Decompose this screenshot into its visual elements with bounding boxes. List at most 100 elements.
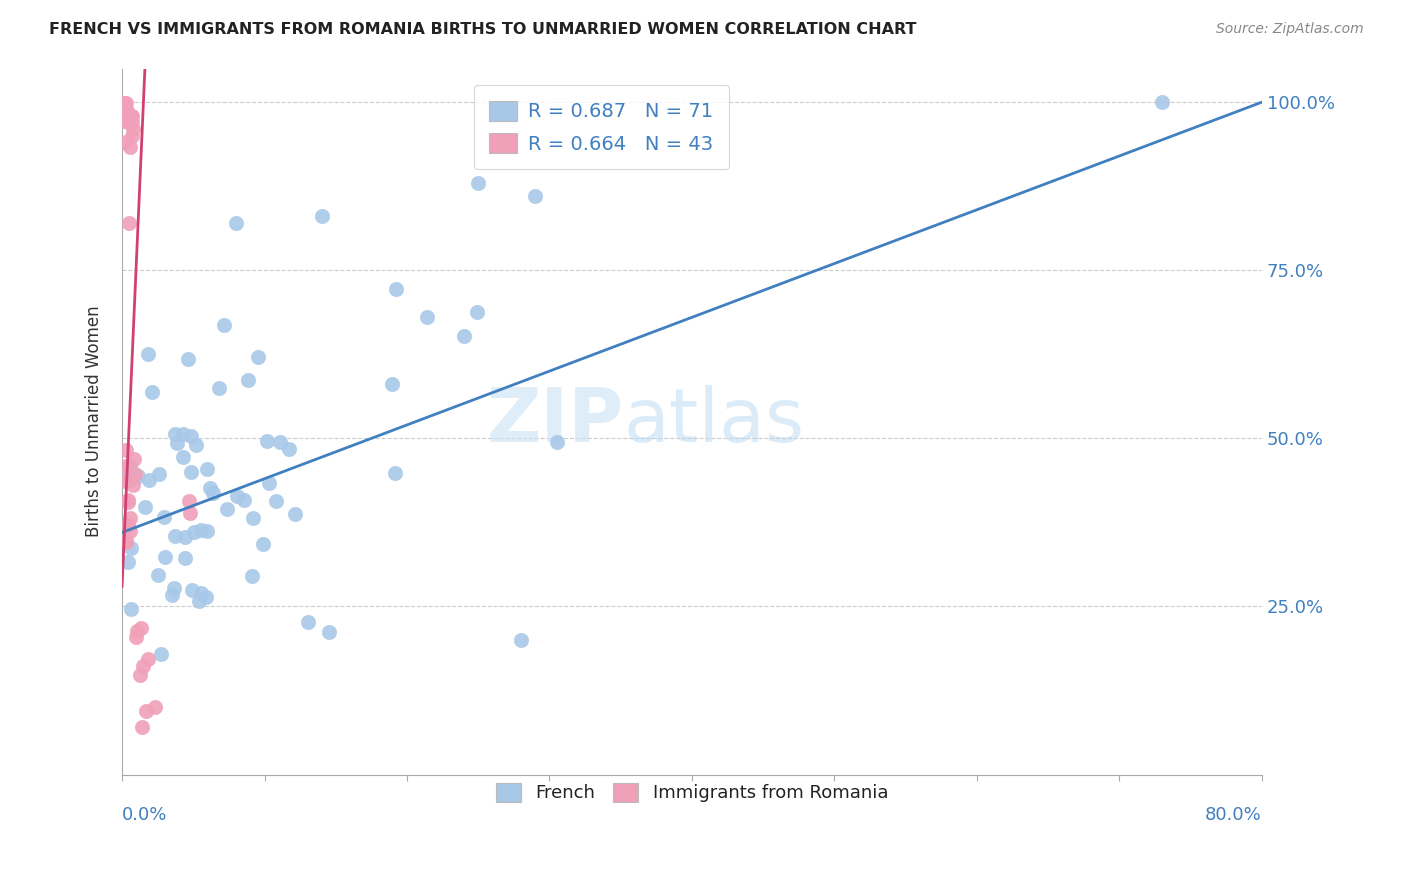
Point (117, 115, 139, 129)
Point (188, 594, 211, 608)
Point (120, 140, 142, 154)
Point (117, 517, 139, 532)
Point (318, 624, 340, 639)
Point (177, 351, 200, 366)
Point (172, 450, 194, 464)
Point (114, 462, 136, 476)
Point (136, 347, 159, 361)
Point (120, 510, 142, 524)
Point (136, 652, 159, 666)
Point (201, 486, 224, 500)
Point (115, 136, 138, 150)
Point (129, 621, 152, 635)
Point (120, 109, 142, 123)
Point (153, 549, 176, 564)
Point (467, 176, 489, 190)
Point (180, 429, 202, 443)
Text: 0.0%: 0.0% (122, 806, 167, 824)
Point (132, 658, 155, 673)
Point (146, 567, 169, 582)
Point (145, 699, 167, 714)
Point (173, 550, 195, 565)
Text: FRENCH VS IMMIGRANTS FROM ROMANIA BIRTHS TO UNMARRIED WOMEN CORRELATION CHART: FRENCH VS IMMIGRANTS FROM ROMANIA BIRTHS… (49, 22, 917, 37)
Point (118, 111, 141, 125)
Point (311, 210, 333, 224)
Point (117, 518, 139, 533)
Point (114, 474, 136, 488)
Point (179, 506, 201, 520)
Point (115, 103, 138, 118)
Point (115, 443, 138, 458)
Point (240, 568, 263, 582)
Point (233, 492, 256, 507)
Point (125, 624, 148, 638)
Point (112, 112, 135, 126)
Point (384, 466, 406, 480)
Point (115, 533, 138, 548)
Point (122, 452, 145, 467)
Point (524, 189, 547, 203)
Point (297, 615, 319, 630)
Point (256, 434, 278, 448)
Point (190, 523, 212, 537)
Point (214, 318, 236, 333)
Point (117, 495, 139, 509)
Point (264, 494, 287, 508)
Text: 80.0%: 80.0% (1205, 806, 1263, 824)
Point (236, 374, 259, 388)
Point (125, 630, 148, 644)
Point (134, 500, 156, 515)
Point (385, 282, 408, 296)
Point (122, 477, 145, 491)
Point (114, 458, 136, 473)
Point (510, 633, 533, 648)
Text: Source: ZipAtlas.com: Source: ZipAtlas.com (1216, 22, 1364, 37)
Point (242, 511, 264, 525)
Point (257, 475, 280, 490)
Point (180, 465, 202, 479)
Point (163, 581, 186, 595)
Point (453, 329, 475, 343)
Point (122, 468, 145, 483)
Point (121, 122, 143, 136)
Point (148, 467, 170, 482)
Point (269, 434, 291, 449)
Point (198, 482, 221, 496)
Text: ZIP: ZIP (486, 385, 624, 458)
Point (114, 97, 136, 112)
Point (190, 586, 212, 600)
Point (284, 507, 307, 521)
Point (153, 510, 176, 524)
Point (181, 583, 204, 598)
Point (277, 442, 299, 457)
Text: atlas: atlas (624, 385, 804, 458)
Point (112, 473, 135, 487)
Point (114, 535, 136, 549)
Point (118, 216, 141, 230)
Point (131, 720, 153, 734)
Point (120, 541, 142, 555)
Point (416, 310, 439, 324)
Point (117, 492, 139, 507)
Point (112, 95, 135, 110)
Point (121, 109, 143, 123)
Point (121, 115, 143, 129)
Point (118, 473, 141, 487)
Point (118, 109, 141, 123)
Point (195, 461, 218, 475)
Point (138, 473, 160, 487)
Point (1152, 95, 1174, 110)
Point (127, 469, 149, 483)
Point (115, 96, 138, 111)
Point (184, 438, 207, 452)
Point (160, 588, 183, 602)
Point (166, 436, 188, 450)
Point (165, 427, 187, 442)
Point (179, 494, 201, 508)
Point (124, 467, 146, 482)
Point (215, 501, 238, 516)
Point (117, 555, 139, 569)
Point (141, 384, 163, 399)
Point (135, 704, 157, 718)
Point (112, 114, 135, 128)
